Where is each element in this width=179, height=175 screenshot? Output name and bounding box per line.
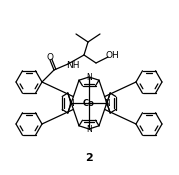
Text: OH: OH xyxy=(105,51,119,60)
Text: N: N xyxy=(86,72,92,82)
Text: NH: NH xyxy=(66,61,80,69)
Text: O: O xyxy=(47,52,54,61)
Text: N: N xyxy=(68,99,74,107)
Text: N: N xyxy=(104,99,110,107)
Text: Co: Co xyxy=(83,99,95,107)
Text: 2: 2 xyxy=(85,153,93,163)
Text: N: N xyxy=(86,124,92,134)
